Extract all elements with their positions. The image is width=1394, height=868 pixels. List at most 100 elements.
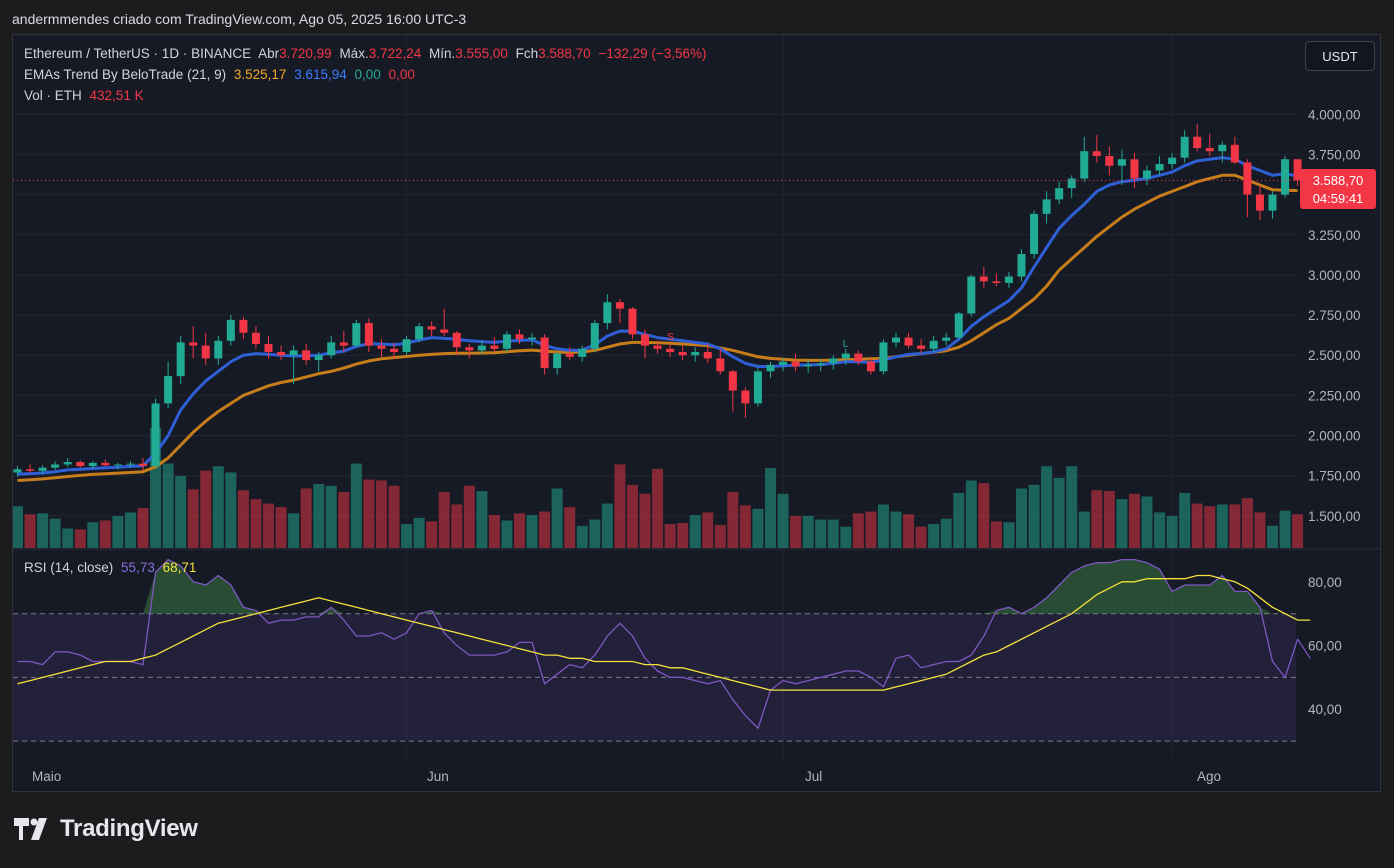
candle <box>201 332 210 365</box>
volume-bar <box>501 520 513 548</box>
candle <box>490 337 499 353</box>
candle <box>352 319 361 348</box>
volume-bar <box>1116 499 1128 548</box>
candle <box>302 343 311 365</box>
chart-panel[interactable]: 4.000,003.750,003.500,003.250,003.000,00… <box>12 34 1381 792</box>
close-value: 3.588,70 <box>538 46 591 61</box>
volume-bar <box>564 507 576 548</box>
candle-body <box>553 353 562 369</box>
candle-body <box>189 342 198 346</box>
candle-body <box>427 326 436 330</box>
candle <box>979 266 988 288</box>
ema-value-2: 0,00 <box>388 67 415 82</box>
candle <box>1255 184 1264 221</box>
volume-bar <box>49 518 61 548</box>
candle <box>88 461 97 469</box>
candle-body <box>866 361 875 372</box>
price-tick-label: 2.250,00 <box>1308 388 1361 403</box>
volume-bar <box>87 522 99 548</box>
candle-body <box>1055 188 1064 200</box>
volume-bar <box>237 490 249 548</box>
candle <box>502 331 511 353</box>
candle-body <box>465 347 474 351</box>
candle-body <box>1255 194 1264 211</box>
candle-body <box>841 353 850 359</box>
volume-bar <box>1279 510 1291 548</box>
rsi-tick-label: 60,00 <box>1308 639 1342 654</box>
candle-body <box>540 337 549 369</box>
candle <box>1092 135 1101 163</box>
rsi-ma-line <box>17 574 1311 691</box>
last-price-value: 3.588,70 <box>1312 173 1364 189</box>
candle <box>1042 191 1051 224</box>
candle-body <box>440 329 449 333</box>
candle <box>1130 152 1139 189</box>
volume-bar <box>777 493 789 548</box>
candle <box>716 348 725 375</box>
candle-body <box>716 358 725 372</box>
volume-bar <box>250 499 262 548</box>
candle-body <box>126 463 135 465</box>
candle-body <box>1281 159 1290 195</box>
rsi-tick-label: 80,00 <box>1308 575 1342 590</box>
candle-body <box>691 352 700 356</box>
volume-bar <box>1103 491 1115 548</box>
volume-bar <box>212 466 224 548</box>
volume-bar <box>727 492 739 548</box>
low-value: 3.555,00 <box>455 46 508 61</box>
candle <box>1205 133 1214 157</box>
bar-countdown: 04:59:41 <box>1312 191 1364 207</box>
rsi-value: 55,73 <box>121 560 155 575</box>
candle-body <box>979 276 988 282</box>
price-chart-svg[interactable]: 4.000,003.750,003.500,003.250,003.000,00… <box>13 35 1381 792</box>
candle <box>151 398 160 468</box>
candle-body <box>565 353 574 357</box>
time-tick-label: Maio <box>32 769 61 784</box>
volume-bar <box>99 520 111 548</box>
candle <box>214 335 223 365</box>
volume-bar <box>978 483 990 548</box>
currency-button[interactable]: USDT <box>1305 41 1375 71</box>
candle-body <box>515 334 524 340</box>
volume-bar <box>1128 493 1140 548</box>
candle <box>854 350 863 365</box>
volume-bar <box>1229 504 1241 548</box>
candle-body <box>816 363 825 365</box>
candle <box>1168 152 1177 169</box>
volume-bar <box>1141 496 1153 548</box>
volume-bar <box>413 517 425 548</box>
candle-body <box>1017 254 1026 277</box>
volume-bar <box>350 463 362 548</box>
volume-bar <box>765 468 776 548</box>
candle-body <box>766 364 775 372</box>
volume-bar <box>614 464 626 548</box>
volume-bar <box>388 485 400 548</box>
candle-body <box>452 332 461 348</box>
volume-bar <box>827 519 839 548</box>
candle-body <box>728 371 737 391</box>
candle <box>1030 210 1039 259</box>
candle <box>829 355 838 370</box>
candle <box>427 321 436 336</box>
candle-body <box>967 276 976 314</box>
ema-label: EMAs Trend By BeloTrade (21, 9) <box>24 67 227 82</box>
candle-body <box>176 342 185 377</box>
candle <box>804 360 813 373</box>
candle <box>1055 181 1064 205</box>
candle <box>226 315 235 346</box>
candle-body <box>502 334 511 349</box>
volume-bar <box>965 480 977 548</box>
volume-bar <box>1267 525 1278 548</box>
candle-body <box>1168 157 1177 165</box>
candle-body <box>1180 136 1189 158</box>
candle <box>189 326 198 359</box>
candle <box>1268 191 1277 219</box>
candle-body <box>741 390 750 404</box>
candle-body <box>76 462 85 467</box>
candle <box>578 345 587 362</box>
volume-bar <box>1003 522 1015 548</box>
candle <box>1155 156 1164 176</box>
candle-body <box>1218 144 1227 152</box>
volume-bar <box>689 515 701 548</box>
volume-bar <box>940 518 952 548</box>
